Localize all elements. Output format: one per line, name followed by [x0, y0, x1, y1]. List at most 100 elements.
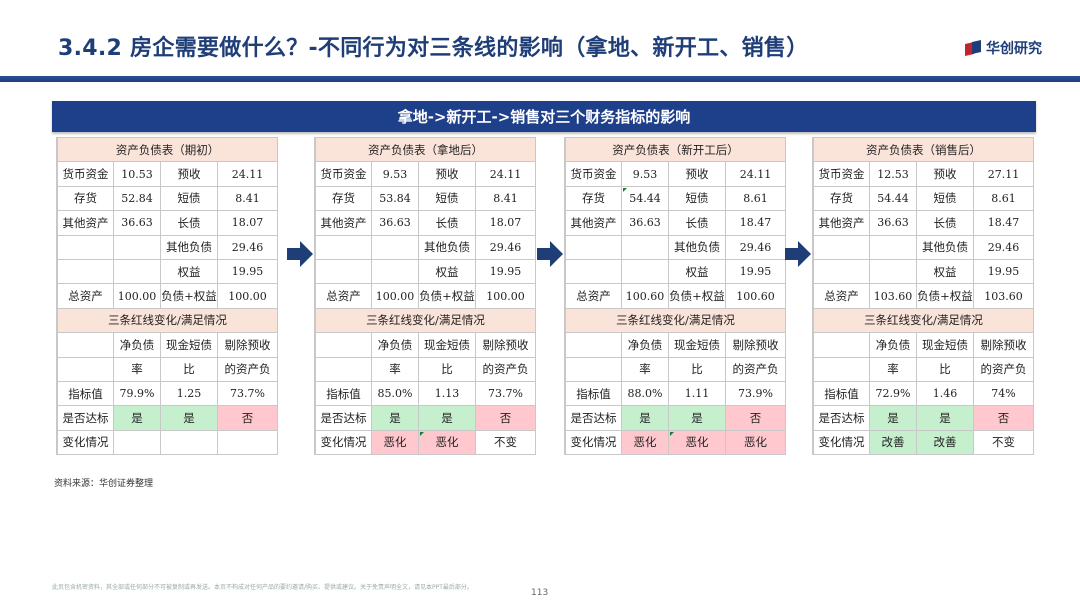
inventory-value: 53.84 — [371, 185, 419, 212]
empty-cell — [57, 356, 114, 382]
empty-cell — [565, 356, 622, 382]
cash-value: 10.53 — [113, 161, 161, 187]
change-status — [217, 429, 278, 456]
long-debt-value: 18.07 — [475, 210, 536, 236]
row-label: 其他资产 — [565, 210, 622, 236]
panel-after-construction: 资产负债表（新开工后） 货币资金 9.53 预收 24.11 存货 54.44 短债 8.61 其… — [564, 136, 786, 456]
col-header: 率 — [869, 356, 917, 382]
row-label: 预收 — [916, 161, 974, 187]
pass-status: 是 — [160, 405, 218, 431]
logo-mark-icon — [965, 40, 981, 56]
brand-logo: 华创研究 — [965, 38, 1042, 58]
total-assets-value: 100.60 — [621, 283, 669, 309]
title-divider — [0, 76, 1080, 82]
row-label: 总资产 — [315, 283, 372, 309]
advance-value: 24.11 — [475, 161, 536, 187]
other-assets-value: 36.63 — [113, 210, 161, 236]
empty-cell — [315, 356, 372, 382]
col-header: 现金短债 — [160, 332, 218, 358]
row-label: 负债+权益 — [160, 283, 218, 309]
panel-initial: 资产负债表（期初） 货币资金 10.53 预收 24.11 存货 52.84 短债 8.41 其他… — [56, 136, 278, 456]
row-label: 预收 — [418, 161, 476, 187]
other-liab-value: 29.46 — [725, 234, 786, 260]
pass-status: 否 — [725, 405, 786, 431]
change-status: 改善 — [916, 429, 974, 456]
row-label: 其他负债 — [668, 234, 726, 260]
row-label: 变化情况 — [813, 429, 870, 456]
row-label: 指标值 — [57, 380, 114, 407]
disclaimer: 此页包含机密资料，其全部或任何部分不可被复制或再发送。本页不构成对任何产品的要约… — [52, 584, 473, 591]
empty-cell — [57, 332, 114, 358]
indicator-value: 1.46 — [916, 380, 974, 407]
col-header: 现金短债 — [916, 332, 974, 358]
equity-value: 19.95 — [725, 258, 786, 285]
indicator-value: 1.25 — [160, 380, 218, 407]
col-header: 率 — [371, 356, 419, 382]
total-assets-value: 103.60 — [869, 283, 917, 309]
row-label: 总资产 — [57, 283, 114, 309]
row-label: 预收 — [668, 161, 726, 187]
balance-sheet-title: 资产负债表（销售后） — [813, 136, 1034, 163]
page-number: 113 — [531, 588, 549, 598]
row-label: 负债+权益 — [418, 283, 476, 309]
row-label: 权益 — [418, 258, 476, 285]
indicator-value: 73.7% — [475, 380, 536, 407]
row-label: 货币资金 — [315, 161, 372, 187]
empty-cell — [869, 258, 917, 285]
empty-cell — [113, 234, 161, 260]
balance-sheet-title: 资产负债表（期初） — [57, 136, 278, 163]
col-header: 净负债 — [869, 332, 917, 358]
empty-cell — [315, 258, 372, 285]
row-label: 其他资产 — [315, 210, 372, 236]
row-label: 预收 — [160, 161, 218, 187]
col-header: 的资产负 — [217, 356, 278, 382]
liab-equity-value: 100.00 — [475, 283, 536, 309]
pass-status: 是 — [916, 405, 974, 431]
row-label: 短债 — [916, 185, 974, 212]
col-header: 比 — [160, 356, 218, 382]
row-label: 其他负债 — [418, 234, 476, 260]
empty-cell — [813, 356, 870, 382]
inventory-value: 54.44 — [621, 185, 669, 212]
source-note: 资料来源：华创证券整理 — [54, 479, 154, 489]
page-title: 3.4.2 房企需要做什么？-不同行为对三条线的影响（拿地、新开工、销售） — [58, 36, 809, 61]
short-debt-value: 8.41 — [475, 185, 536, 212]
row-label: 变化情况 — [315, 429, 372, 456]
row-label: 其他资产 — [813, 210, 870, 236]
row-label: 短债 — [160, 185, 218, 212]
row-label: 是否达标 — [57, 405, 114, 431]
row-label: 权益 — [160, 258, 218, 285]
row-label: 指标值 — [565, 380, 622, 407]
change-status: 恶化 — [668, 429, 726, 456]
empty-cell — [371, 234, 419, 260]
col-header: 的资产负 — [475, 356, 536, 382]
row-label: 总资产 — [813, 283, 870, 309]
row-label: 货币资金 — [565, 161, 622, 187]
balance-sheet-title: 资产负债表（拿地后） — [315, 136, 536, 163]
logo-text: 华创研究 — [986, 41, 1042, 57]
pass-status: 是 — [869, 405, 917, 431]
row-label: 变化情况 — [57, 429, 114, 456]
row-label: 变化情况 — [565, 429, 622, 456]
cash-value: 12.53 — [869, 161, 917, 187]
redline-title: 三条红线变化/满足情况 — [57, 307, 278, 334]
short-debt-value: 8.61 — [973, 185, 1034, 212]
right-arrow-icon — [287, 241, 313, 267]
pass-status: 否 — [217, 405, 278, 431]
other-assets-value: 36.63 — [869, 210, 917, 236]
col-header: 剔除预收 — [475, 332, 536, 358]
change-status — [160, 429, 218, 456]
indicator-value: 74% — [973, 380, 1034, 407]
empty-cell — [813, 234, 870, 260]
indicator-value: 88.0% — [621, 380, 669, 407]
pass-status: 是 — [668, 405, 726, 431]
indicator-value: 1.11 — [668, 380, 726, 407]
other-liab-value: 29.46 — [217, 234, 278, 260]
empty-cell — [565, 332, 622, 358]
indicator-value: 1.13 — [418, 380, 476, 407]
row-label: 是否达标 — [813, 405, 870, 431]
section-banner: 拿地->新开工->销售对三个财务指标的影响 — [52, 101, 1036, 132]
total-assets-value: 100.00 — [113, 283, 161, 309]
empty-cell — [371, 258, 419, 285]
equity-value: 19.95 — [217, 258, 278, 285]
